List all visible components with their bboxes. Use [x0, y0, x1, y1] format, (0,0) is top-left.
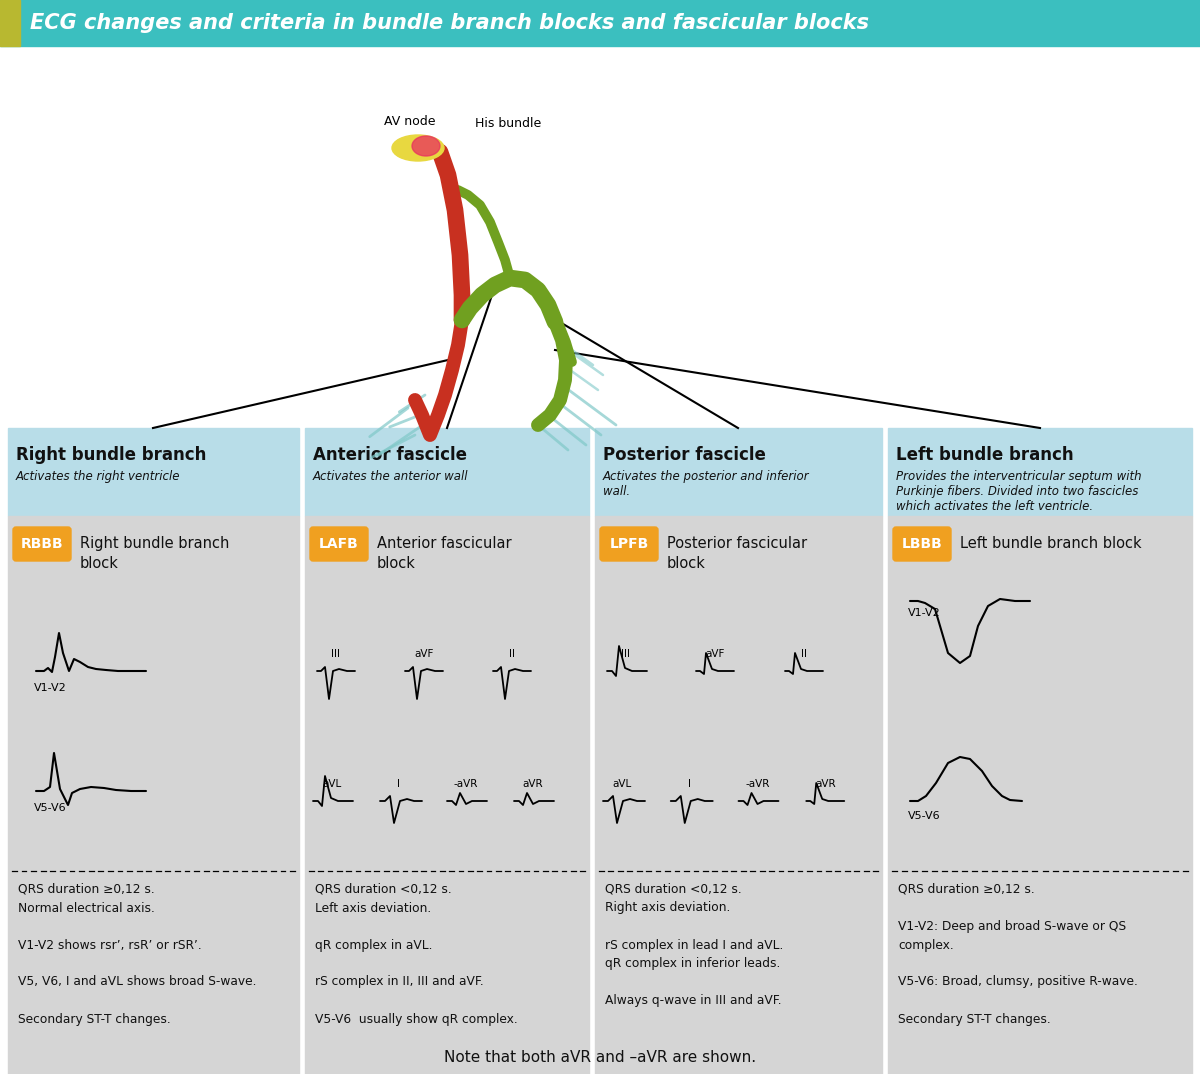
- Text: aVR: aVR: [523, 779, 544, 789]
- Text: Note that both aVR and –aVR are shown.: Note that both aVR and –aVR are shown.: [444, 1050, 756, 1065]
- Text: V1-V2: V1-V2: [34, 683, 67, 693]
- Text: Right bundle branch
block: Right bundle branch block: [80, 536, 229, 570]
- Bar: [305, 429, 589, 516]
- Text: V5-V6: V5-V6: [34, 803, 67, 813]
- Text: Activates the posterior and inferior
wall.: Activates the posterior and inferior wal…: [604, 470, 810, 498]
- Bar: [0, 0, 20, 46]
- Bar: [595, 516, 882, 1074]
- Text: Posterior fascicle: Posterior fascicle: [604, 446, 766, 464]
- Text: III: III: [331, 649, 341, 659]
- Text: Left bundle branch block: Left bundle branch block: [960, 536, 1141, 551]
- Bar: [8, 429, 299, 516]
- Text: I: I: [397, 779, 401, 789]
- Text: -aVR: -aVR: [454, 779, 478, 789]
- FancyBboxPatch shape: [310, 527, 368, 561]
- Text: aVF: aVF: [706, 649, 725, 659]
- Bar: [888, 516, 1192, 1074]
- Text: II: II: [802, 649, 808, 659]
- Text: Provides the interventricular septum with
Purkinje fibers. Divided into two fasc: Provides the interventricular septum wit…: [896, 470, 1141, 513]
- Text: QRS duration <0,12 s.
Left axis deviation.

qR complex in aVL.

rS complex in II: QRS duration <0,12 s. Left axis deviatio…: [314, 883, 517, 1026]
- Text: QRS duration <0,12 s.
Right axis deviation.

rS complex in lead I and aVL.
qR co: QRS duration <0,12 s. Right axis deviati…: [605, 883, 784, 1007]
- Text: aVL: aVL: [323, 779, 342, 789]
- FancyBboxPatch shape: [600, 527, 658, 561]
- Text: Left bundle branch: Left bundle branch: [896, 446, 1074, 464]
- Text: Right bundle branch: Right bundle branch: [16, 446, 206, 464]
- Text: LAFB: LAFB: [319, 537, 359, 551]
- Text: aVR: aVR: [815, 779, 835, 789]
- Ellipse shape: [392, 135, 444, 161]
- Text: AV node: AV node: [384, 115, 436, 128]
- Text: Anterior fascicular
block: Anterior fascicular block: [377, 536, 511, 570]
- FancyBboxPatch shape: [13, 527, 71, 561]
- Text: III: III: [622, 649, 630, 659]
- Text: ECG changes and criteria in bundle branch blocks and fascicular blocks: ECG changes and criteria in bundle branc…: [30, 13, 869, 33]
- Bar: [888, 429, 1192, 516]
- Text: V1-V2: V1-V2: [908, 608, 941, 618]
- Text: QRS duration ≥0,12 s.

V1-V2: Deep and broad S-wave or QS
complex.

V5-V6: Broad: QRS duration ≥0,12 s. V1-V2: Deep and br…: [898, 883, 1138, 1026]
- Text: RBBB: RBBB: [20, 537, 64, 551]
- Text: Activates the right ventricle: Activates the right ventricle: [16, 470, 180, 483]
- Text: aVL: aVL: [612, 779, 631, 789]
- Bar: [8, 516, 299, 1074]
- Bar: [595, 429, 882, 516]
- Text: QRS duration ≥0,12 s.
Normal electrical axis.

V1-V2 shows rsr’, rsR’ or rSR’.

: QRS duration ≥0,12 s. Normal electrical …: [18, 883, 257, 1026]
- Bar: [305, 516, 589, 1074]
- Text: His bundle: His bundle: [475, 117, 541, 130]
- Text: II: II: [509, 649, 515, 659]
- Text: V5-V6: V5-V6: [908, 811, 941, 821]
- Text: LPFB: LPFB: [610, 537, 649, 551]
- Text: LBBB: LBBB: [901, 537, 942, 551]
- Text: Activates the anterior wall: Activates the anterior wall: [313, 470, 468, 483]
- Text: aVF: aVF: [414, 649, 433, 659]
- Ellipse shape: [412, 136, 440, 156]
- Text: I: I: [689, 779, 691, 789]
- FancyBboxPatch shape: [893, 527, 952, 561]
- Text: Posterior fascicular
block: Posterior fascicular block: [667, 536, 808, 570]
- Text: -aVR: -aVR: [745, 779, 769, 789]
- Bar: [0, 0, 1200, 46]
- Text: Anterior fascicle: Anterior fascicle: [313, 446, 467, 464]
